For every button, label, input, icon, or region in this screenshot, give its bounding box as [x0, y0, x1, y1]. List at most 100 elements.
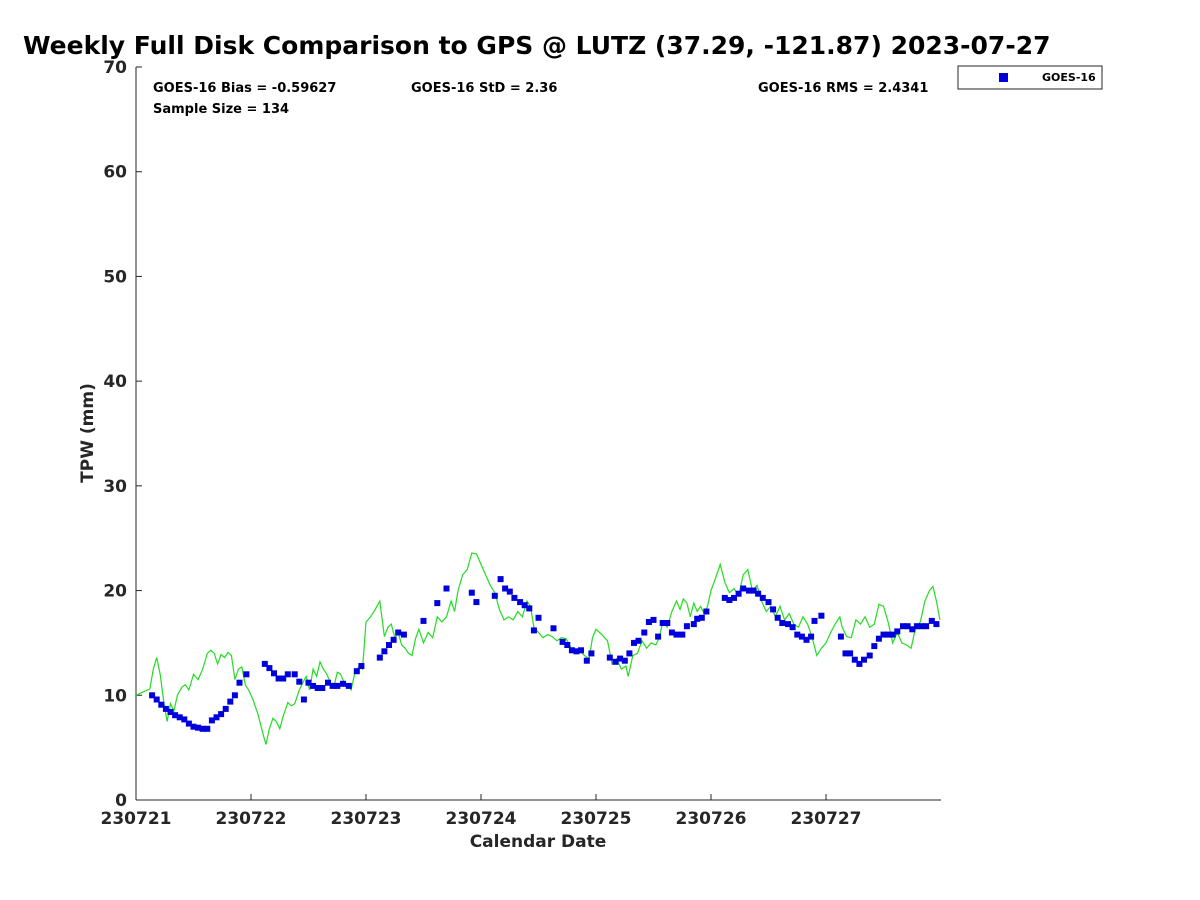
goes-16-point: [266, 665, 273, 672]
goes-16-point: [726, 597, 733, 603]
goes-16-point: [185, 720, 192, 727]
goes-16-point: [803, 636, 810, 643]
goes-16-point: [871, 643, 878, 650]
goes-16-point: [345, 682, 352, 689]
goes-16-point: [698, 614, 705, 621]
x-tick-label: 230721: [101, 809, 172, 829]
goes-16-point: [612, 658, 619, 665]
y-tick-label: 40: [103, 372, 127, 392]
goes-16-point: [837, 633, 844, 640]
goes-16-point: [875, 635, 882, 642]
sample-size-stat: Sample Size = 134: [153, 102, 289, 117]
y-tick-label: 0: [115, 791, 127, 811]
goes-16-point: [785, 621, 791, 628]
goes-16-point: [358, 663, 365, 669]
goes-16-point: [664, 620, 671, 626]
rms-stat: GOES-16 RMS = 2.4341: [758, 81, 928, 96]
goes-16-point: [703, 608, 710, 615]
goes-16-point: [750, 587, 757, 594]
goes-16-point: [655, 633, 662, 640]
goes-16-point: [208, 717, 215, 724]
goes-16-point: [645, 619, 652, 625]
goes-16-point: [222, 705, 229, 712]
goes-16-point: [275, 675, 282, 682]
goes-16-point: [683, 623, 690, 630]
goes-16-point: [559, 638, 566, 645]
goes-16-point: [231, 692, 238, 699]
goes-16-point: [497, 576, 504, 583]
chart-title: Weekly Full Disk Comparison to GPS @ LUT…: [23, 31, 1051, 60]
goes-16-point: [243, 671, 250, 678]
goes-16-point: [808, 633, 815, 640]
goes-16-point: [434, 600, 441, 607]
goes-16-point: [167, 709, 174, 715]
goes-16-point: [381, 648, 388, 655]
goes-16-point: [280, 675, 287, 682]
goes-16-point: [755, 590, 762, 597]
goes-16-point: [195, 724, 202, 731]
goes-16-point: [759, 594, 766, 601]
goes-16-point: [310, 682, 317, 689]
goes-16-point: [564, 642, 571, 648]
goes-16-point: [770, 606, 777, 613]
goes-16-point: [568, 647, 575, 654]
goes-16-point: [856, 660, 863, 667]
y-tick-label: 70: [103, 58, 127, 78]
y-tick-label: 50: [103, 267, 127, 287]
goes-16-point: [889, 631, 896, 638]
y-axis-label: TPW (mm): [78, 383, 98, 483]
legend-marker-goes-16: [999, 73, 1008, 82]
goes-16-point: [218, 711, 225, 718]
goes-16-point: [284, 671, 291, 678]
goes-16-point: [491, 592, 498, 599]
goes-16-point: [694, 615, 701, 622]
goes-16-point: [468, 589, 475, 596]
gps-line: [135, 552, 941, 745]
goes-16-point: [583, 657, 590, 664]
goes-16-point: [650, 616, 657, 623]
goes-16-point: [353, 668, 360, 675]
goes-16-point: [900, 623, 906, 630]
goes-16-point: [376, 654, 383, 661]
goes-16-point: [190, 723, 197, 730]
goes-16-point: [789, 624, 796, 631]
goes-16-point: [526, 605, 533, 612]
plot-axes: [135, 67, 941, 801]
legend-box: [957, 65, 1103, 90]
goes-16-point: [913, 623, 920, 630]
goes-16-point: [296, 678, 303, 685]
legend-label-goes-16: GOES-16: [1042, 71, 1096, 84]
goes-16-series: [149, 576, 940, 732]
x-tick-label: 230722: [216, 809, 287, 829]
goes-16-point: [631, 639, 637, 646]
goes-16-point: [329, 682, 336, 689]
x-tick-label: 230727: [791, 809, 862, 829]
goes-16-point: [158, 701, 165, 708]
goes-16-point: [227, 698, 234, 705]
goes-16-point: [149, 692, 156, 699]
goes-16-point: [933, 621, 940, 628]
legend: GOES-16: [957, 65, 1103, 90]
goes-16-point: [314, 685, 321, 691]
goes-16-point: [291, 671, 298, 678]
x-tick-label: 230724: [446, 809, 517, 829]
goes-16-point: [153, 696, 160, 703]
goes-16-point: [530, 627, 537, 634]
goes-16-point: [181, 716, 188, 723]
goes-16-point: [213, 714, 220, 721]
goes-16-point: [659, 620, 666, 626]
goes-16-point: [918, 623, 925, 630]
goes-16-point: [641, 629, 648, 636]
x-tick-label: 230726: [676, 809, 747, 829]
bias-stat: GOES-16 Bias = -0.59627: [153, 81, 336, 96]
goes-16-point: [798, 633, 805, 640]
goes-16-point: [521, 602, 528, 609]
goes-16-point: [236, 679, 243, 686]
goes-16-point: [851, 656, 858, 663]
goes-16-point: [673, 631, 680, 638]
goes-16-point: [400, 631, 407, 638]
goes-16-point: [420, 617, 427, 624]
x-ticks: 230721 230722 230723 230724 230725 230726 2307…: [101, 794, 862, 829]
goes-16-point: [880, 631, 887, 638]
